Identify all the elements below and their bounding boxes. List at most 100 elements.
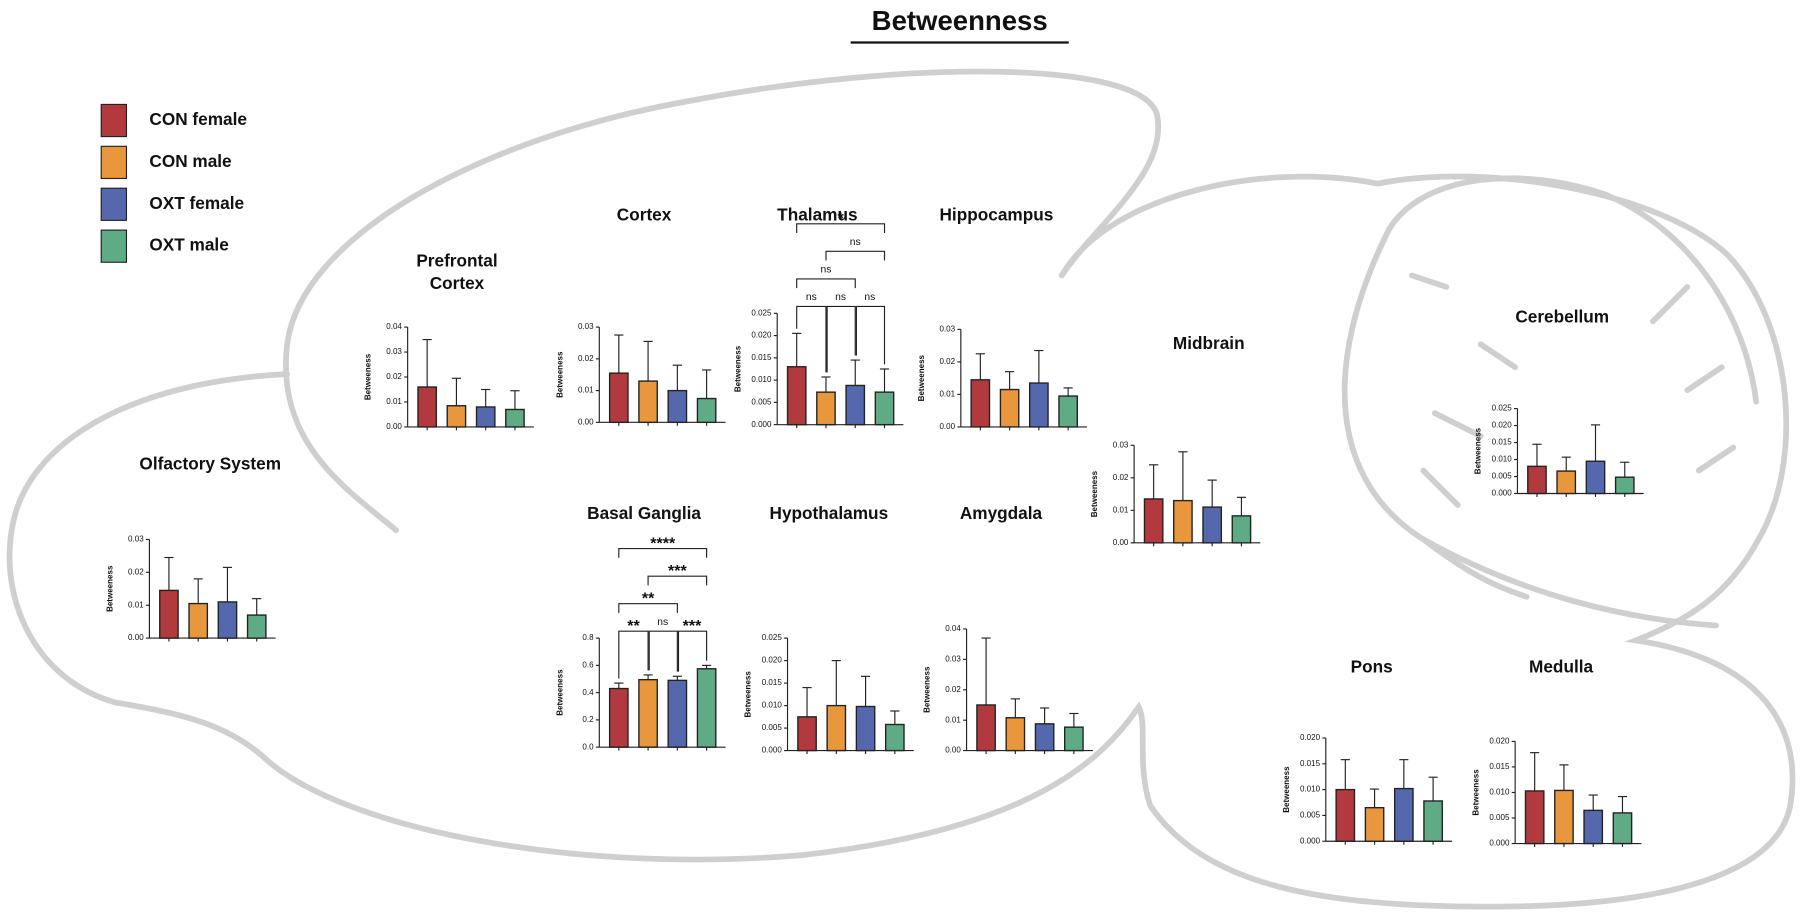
bar bbox=[446, 405, 467, 428]
legend-label: CON male bbox=[149, 151, 231, 171]
bar bbox=[1028, 382, 1049, 428]
panel-title-box: Basal Ganglia bbox=[587, 503, 702, 524]
y-tick-label: 0.03 bbox=[386, 347, 402, 356]
significance-label: ** bbox=[627, 617, 640, 635]
y-tick-label: 0.04 bbox=[386, 322, 402, 331]
y-axis-label: Betweeness bbox=[917, 354, 926, 401]
bar bbox=[475, 406, 496, 428]
panel-title: Thalamus bbox=[777, 205, 858, 225]
significance-bracket bbox=[647, 575, 708, 586]
y-tick-label: 0.015 bbox=[1489, 762, 1510, 771]
y-axis-label: Betweeness bbox=[555, 669, 564, 716]
significance-label: ns bbox=[864, 292, 875, 303]
y-tick-label: 0.03 bbox=[939, 325, 955, 334]
panel: Cortex Betweeness 0.00 0.01 0.02 0.03 bbox=[555, 205, 726, 426]
legend-label: OXT female bbox=[149, 193, 244, 213]
y-tick-label: 0.01 bbox=[945, 715, 961, 724]
bar bbox=[417, 386, 438, 428]
panel-title-box: Medulla bbox=[1529, 658, 1593, 678]
bar bbox=[1202, 506, 1223, 544]
y-tick-label: 0.01 bbox=[1113, 505, 1129, 514]
panel-title-box: Pons bbox=[1351, 658, 1393, 678]
y-tick-label: 0.00 bbox=[1113, 538, 1129, 547]
panel: Midbrain Betweeness 0.00 0.01 0.02 0.03 bbox=[1090, 333, 1261, 547]
y-tick-label: 0.010 bbox=[751, 375, 772, 384]
bar bbox=[874, 391, 895, 426]
y-tick-label: 0.0 bbox=[582, 742, 594, 751]
bar bbox=[1231, 515, 1252, 544]
legend-swatch bbox=[100, 145, 128, 180]
y-tick-label: 0.00 bbox=[128, 633, 144, 642]
bar bbox=[217, 601, 238, 639]
y-tick-label: 0.02 bbox=[945, 685, 961, 694]
significance-bracket bbox=[855, 305, 886, 365]
bar bbox=[1556, 470, 1577, 495]
y-tick-label: 0.00 bbox=[578, 417, 594, 426]
significance-bracket bbox=[796, 278, 856, 289]
y-tick-label: 0.000 bbox=[1300, 836, 1321, 845]
y-axis-label: Betweeness bbox=[106, 565, 115, 612]
y-tick-label: 0.02 bbox=[578, 354, 594, 363]
bar bbox=[797, 716, 817, 752]
y-tick-label: 0.4 bbox=[582, 688, 594, 697]
significance-label: * bbox=[837, 209, 844, 227]
bar bbox=[246, 614, 267, 639]
y-axis-label: Betweeness bbox=[923, 666, 932, 713]
figure-title: Betweenness bbox=[872, 5, 1048, 36]
bar bbox=[1583, 809, 1604, 845]
y-tick-label: 0.8 bbox=[582, 633, 594, 642]
panel-title: Basal Ganglia bbox=[587, 503, 702, 524]
panel-title-box: Hippocampus bbox=[939, 205, 1054, 225]
panel-title-box: Cerebellum bbox=[1515, 307, 1610, 328]
significance-bracket bbox=[677, 630, 708, 672]
panel: Pons Betweeness 0.000 0.005 0.010 0.015 0.020 bbox=[1282, 658, 1453, 845]
panel-title-box: Cortex bbox=[617, 205, 672, 225]
panel: Hippocampus Betweeness 0.00 0.01 0.02 0.03 bbox=[917, 205, 1088, 431]
y-tick-label: 0.000 bbox=[762, 746, 783, 755]
significance-bracket bbox=[796, 223, 886, 233]
y-tick-label: 0.01 bbox=[578, 386, 594, 395]
y-tick-label: 0.00 bbox=[945, 746, 961, 755]
y-tick-label: 0.2 bbox=[582, 715, 594, 724]
legend-swatch bbox=[100, 187, 128, 221]
bar bbox=[845, 384, 866, 426]
panel-title: Midbrain bbox=[1172, 333, 1245, 354]
y-axis-label: Betweeness bbox=[555, 351, 564, 398]
bar bbox=[855, 705, 876, 752]
bar bbox=[999, 388, 1020, 428]
panel: Olfactory System Betweeness 0.00 0.01 0.02 0.… bbox=[106, 454, 282, 642]
panel-title-box: Olfactory System bbox=[139, 454, 281, 474]
panel: Basal Ganglia Betweeness 0.0 0.2 0.4 0.6 0.8 **… bbox=[555, 503, 726, 751]
y-tick-label: 0.025 bbox=[1492, 404, 1513, 413]
significance-bracket bbox=[796, 305, 827, 373]
bar bbox=[696, 668, 717, 748]
significance-label: ns bbox=[835, 292, 846, 303]
significance-bracket bbox=[826, 305, 856, 373]
bar bbox=[505, 408, 525, 428]
y-axis-label: Betweeness bbox=[744, 671, 753, 718]
y-tick-label: 0.005 bbox=[1492, 472, 1513, 481]
significance-label: ns bbox=[821, 264, 832, 275]
bar bbox=[1393, 787, 1414, 842]
panel-title-box: Hypothalamus bbox=[769, 503, 889, 524]
panel: Medulla Betweeness 0.000 0.005 0.010 0.015 0.0… bbox=[1471, 658, 1642, 848]
panel-title: Hypothalamus bbox=[769, 503, 889, 524]
y-tick-label: 0.01 bbox=[128, 600, 144, 609]
panel-title: Cerebellum bbox=[1515, 307, 1610, 328]
y-tick-label: 0.02 bbox=[386, 372, 402, 381]
y-tick-label: 0.020 bbox=[1300, 733, 1321, 742]
panel-title: Prefrontal Cortex bbox=[416, 251, 498, 294]
significance-label: ns bbox=[850, 237, 861, 248]
bar bbox=[970, 379, 991, 428]
brain-outline bbox=[6, 68, 1796, 910]
bar bbox=[608, 372, 629, 424]
panel-title: Hippocampus bbox=[939, 205, 1054, 225]
bar bbox=[826, 704, 847, 752]
bar bbox=[667, 679, 688, 748]
y-tick-label: 0.010 bbox=[1300, 785, 1321, 794]
bar bbox=[1585, 460, 1606, 495]
y-tick-label: 0.6 bbox=[582, 660, 594, 669]
y-tick-label: 0.005 bbox=[1489, 813, 1510, 822]
panel-title-box: Prefrontal Cortex bbox=[416, 251, 498, 294]
y-tick-label: 0.020 bbox=[751, 331, 772, 340]
